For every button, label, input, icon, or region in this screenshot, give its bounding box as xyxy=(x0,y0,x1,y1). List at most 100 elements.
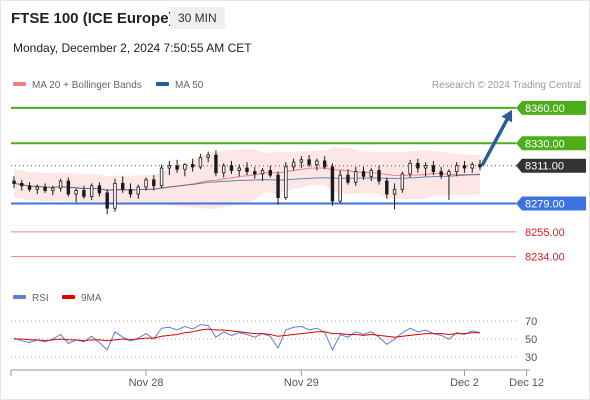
candle xyxy=(245,162,249,176)
candle xyxy=(237,164,241,177)
candle-body xyxy=(51,187,55,191)
candle xyxy=(260,168,265,182)
candle xyxy=(299,156,304,169)
candle xyxy=(291,158,296,171)
candle xyxy=(447,169,451,200)
candle-body xyxy=(58,180,63,189)
candle-body xyxy=(423,165,428,169)
candle-body xyxy=(152,179,156,187)
candle xyxy=(20,179,24,191)
rsi-tick-label: 70 xyxy=(525,316,537,328)
x-tick-label: Dec 12 xyxy=(509,377,544,389)
level-tag-resistance xyxy=(516,136,586,151)
candle xyxy=(167,160,172,176)
candle-body xyxy=(462,165,467,169)
candle xyxy=(322,156,327,170)
candle-body xyxy=(284,166,288,198)
candle xyxy=(35,184,39,195)
candle xyxy=(105,189,109,215)
candle-body xyxy=(144,179,148,188)
candle xyxy=(408,159,412,178)
candle xyxy=(97,182,102,197)
candle xyxy=(159,164,164,189)
candle-body xyxy=(361,171,366,177)
candle-body xyxy=(167,165,172,169)
candle-body xyxy=(136,186,140,195)
candle-body xyxy=(268,170,272,176)
candle-body xyxy=(447,171,451,176)
rsi-tick-label: 30 xyxy=(525,352,537,364)
candle-body xyxy=(377,170,381,182)
candle-body xyxy=(354,171,358,183)
candle xyxy=(454,162,459,177)
candle xyxy=(58,178,63,192)
forecast-arrow-head xyxy=(501,109,513,123)
candle-body xyxy=(89,185,94,197)
timeframe-button[interactable]: 30 MIN xyxy=(170,7,225,29)
candle-body xyxy=(214,154,218,174)
candle-body xyxy=(183,164,187,170)
candle xyxy=(144,177,148,191)
candle-body xyxy=(221,165,226,174)
candle xyxy=(51,185,55,196)
candle xyxy=(190,158,195,172)
candle xyxy=(307,155,311,167)
candle-body xyxy=(260,170,265,175)
candle-body xyxy=(346,174,350,183)
candle-body xyxy=(105,192,109,209)
candle-body xyxy=(416,162,420,169)
candle xyxy=(198,153,203,170)
candle-body xyxy=(253,171,257,175)
candle-body xyxy=(121,183,125,190)
candle xyxy=(439,166,443,179)
candle xyxy=(315,158,319,171)
legend-swatch-ma50 xyxy=(156,82,169,87)
candle-body xyxy=(237,167,241,171)
candle xyxy=(330,163,335,206)
candle xyxy=(229,160,234,174)
candle-body xyxy=(198,157,203,168)
research-credit: Research © 2024 Trading Central xyxy=(431,80,581,91)
candle-body xyxy=(299,159,304,163)
candle-body xyxy=(307,159,311,165)
candle xyxy=(175,159,179,173)
candle xyxy=(128,183,133,198)
candle-body xyxy=(190,164,195,168)
candle-body xyxy=(478,164,482,168)
candle-body xyxy=(74,190,78,195)
candle xyxy=(253,166,257,179)
candle-body xyxy=(322,160,327,168)
rsi-ma9-line xyxy=(14,328,480,342)
candle-body xyxy=(291,161,296,168)
candle xyxy=(470,162,474,173)
x-tick-label: Dec 2 xyxy=(450,377,479,389)
candle xyxy=(377,165,381,185)
candle xyxy=(385,177,389,199)
candle xyxy=(478,159,482,171)
candle-body xyxy=(66,180,71,195)
candle xyxy=(462,160,467,173)
level-tag-resistance xyxy=(516,100,586,115)
candle xyxy=(27,182,32,192)
candle xyxy=(361,166,366,180)
candle-body xyxy=(276,174,280,198)
candle xyxy=(221,163,226,178)
candle xyxy=(136,184,140,199)
legend-swatch-bollinger xyxy=(13,82,26,87)
legend-item-9ma: 9MA xyxy=(62,293,102,304)
level-label-resistance: 8330.00 xyxy=(525,138,565,150)
legend-swatch-9ma xyxy=(62,295,75,300)
legend-item-bollinger: MA 20 + Bollinger Bands xyxy=(13,80,142,91)
level-label-pivot: 8279.00 xyxy=(525,198,565,210)
candle xyxy=(392,183,397,210)
chart-header: FTSE 100 (ICE Europe) 30 MIN xyxy=(0,0,590,36)
candle-body xyxy=(400,173,405,190)
chart-datetime: Monday, December 2, 2024 7:50:55 AM CET xyxy=(13,41,252,55)
forecast-arrow-shaft xyxy=(480,116,510,167)
candle-body xyxy=(12,180,16,184)
candle-body xyxy=(245,167,249,172)
rsi-line xyxy=(13,324,481,351)
level-label-current: 8311.00 xyxy=(525,161,564,173)
candle xyxy=(43,183,47,193)
